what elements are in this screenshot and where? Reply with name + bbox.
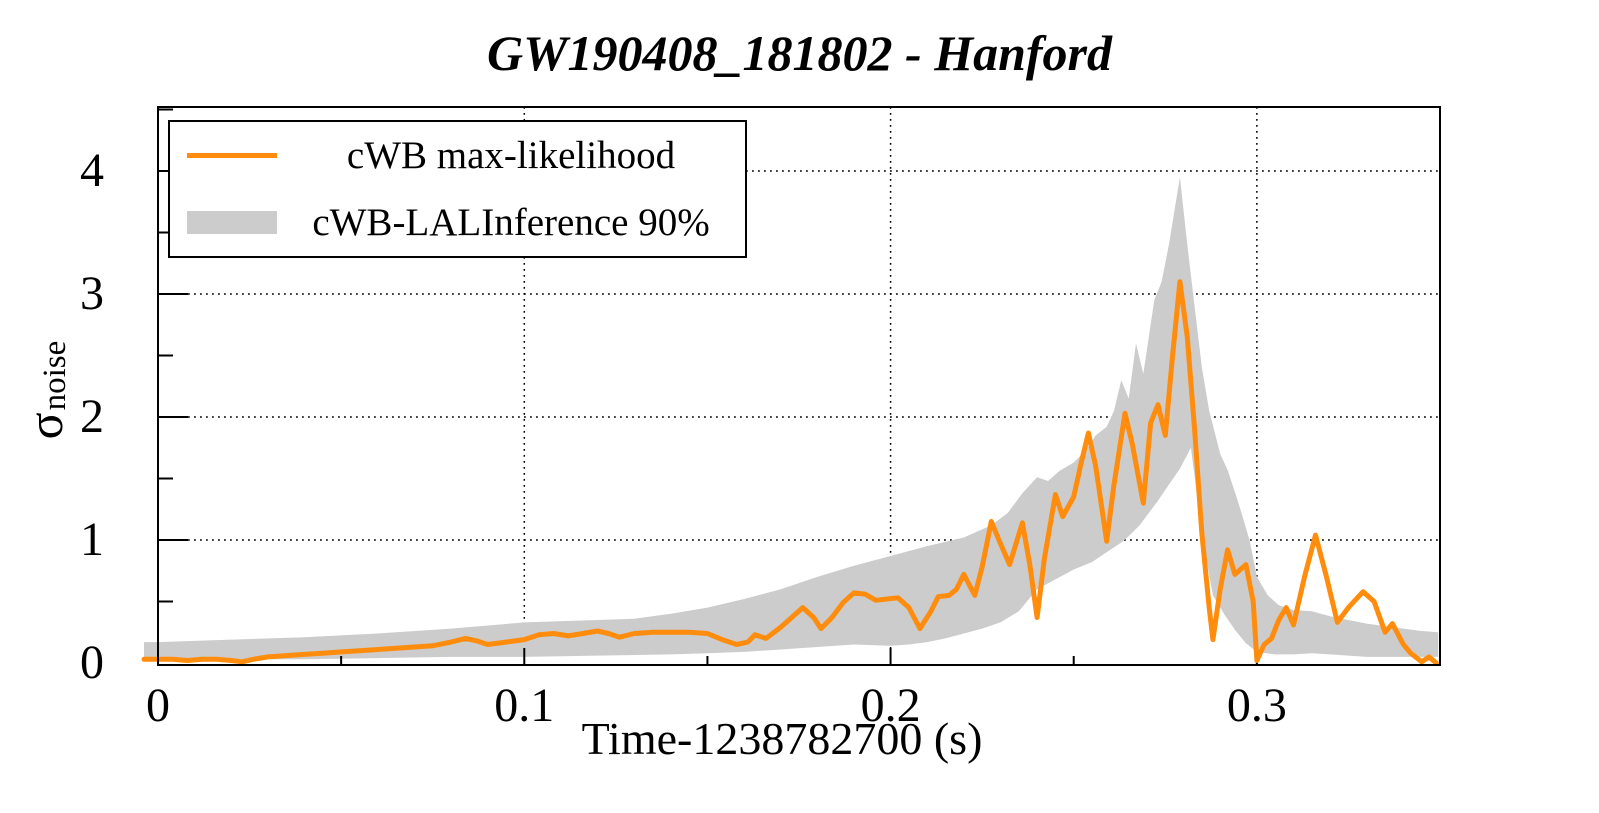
- chart-title: GW190408_181802 - Hanford: [486, 25, 1113, 81]
- legend-line-swatch: [187, 153, 277, 158]
- x-tick-label: 0.3: [1226, 679, 1287, 732]
- max-likelihood-curve: [141, 279, 1439, 666]
- legend-item-band: cWB-LALInference 90%: [170, 189, 745, 256]
- legend-item-maxlikelihood: cWB max-likelihood: [170, 122, 745, 189]
- legend-label-band: cWB-LALInference 90%: [312, 201, 710, 244]
- x-axis-label: Time-1238782700 (s): [581, 713, 983, 764]
- y-tick-label: 2: [80, 390, 104, 443]
- legend-marker-cell: [170, 211, 277, 234]
- plot-frame: [157, 106, 1441, 666]
- x-tick-label: 0.2: [860, 679, 921, 732]
- legend-label-maxlikelihood: cWB max-likelihood: [346, 134, 676, 177]
- x-tick-label: 0: [146, 679, 170, 732]
- legend-marker-cell: [170, 153, 277, 158]
- confidence-band: [144, 177, 1439, 661]
- legend-band-swatch: [187, 211, 277, 234]
- y-tick-label: 3: [80, 267, 104, 320]
- y-tick-label: 1: [80, 513, 104, 566]
- y-tick-label: 4: [80, 144, 104, 197]
- x-tick-label: 0.1: [494, 679, 555, 732]
- y-tick-label: 0: [80, 636, 104, 689]
- legend: cWB max-likelihood cWB-LALInference 90%: [168, 120, 747, 258]
